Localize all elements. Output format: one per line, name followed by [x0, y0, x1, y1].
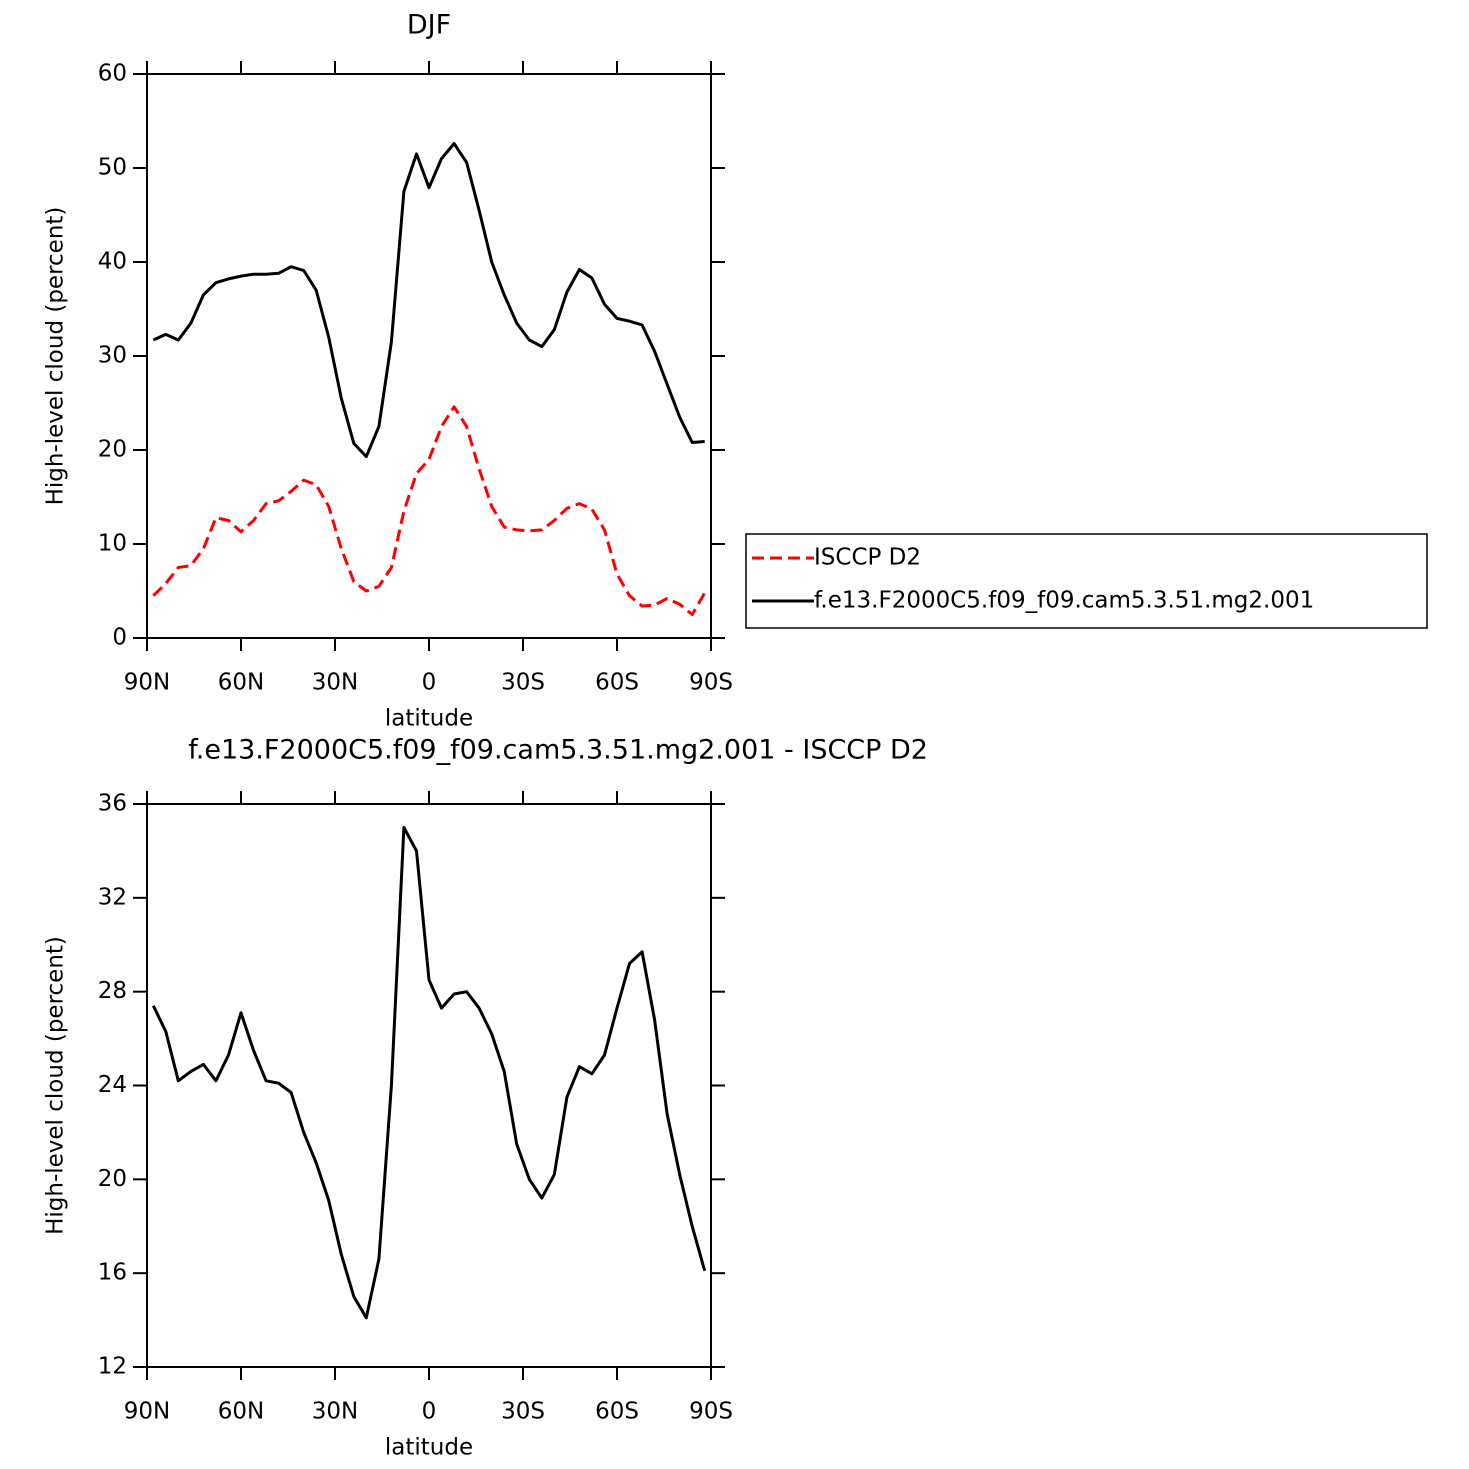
x-axis-label: latitude	[385, 1435, 473, 1461]
x-tick-label: 30N	[312, 1399, 358, 1425]
x-tick-label: 90S	[689, 670, 733, 696]
panel: f.e13.F2000C5.f09_f09.cam5.3.51.mg2.001 …	[43, 735, 929, 1461]
y-axis-label: High-level cloud (percent)	[43, 207, 69, 506]
x-tick-label: 60N	[218, 1399, 264, 1425]
y-tick-label: 16	[98, 1260, 127, 1286]
x-tick-label: 30S	[501, 670, 545, 696]
legend-label: f.e13.F2000C5.f09_f09.cam5.3.51.mg2.001	[814, 588, 1314, 614]
x-tick-label: 30S	[501, 1399, 545, 1425]
x-tick-label: 90N	[124, 670, 170, 696]
x-tick-label: 60S	[595, 1399, 639, 1425]
y-tick-label: 60	[98, 61, 127, 87]
y-axis-label: High-level cloud (percent)	[43, 936, 69, 1235]
y-tick-label: 30	[98, 343, 127, 369]
y-tick-label: 50	[98, 155, 127, 181]
legend-box	[745, 533, 1428, 629]
y-tick-label: 40	[98, 249, 127, 275]
x-tick-label: 60N	[218, 670, 264, 696]
x-tick-label: 30N	[312, 670, 358, 696]
chart-title: f.e13.F2000C5.f09_f09.cam5.3.51.mg2.001 …	[188, 735, 928, 766]
x-tick-label: 90S	[689, 1399, 733, 1425]
y-tick-label: 24	[98, 1072, 127, 1098]
y-tick-label: 32	[98, 884, 127, 910]
y-tick-label: 36	[98, 791, 127, 817]
x-tick-label: 0	[422, 1399, 437, 1425]
x-tick-label: 90N	[124, 1399, 170, 1425]
plot-frame	[146, 803, 712, 1368]
data-line	[151, 826, 707, 1320]
legend-label: ISCCP D2	[814, 545, 921, 571]
y-tick-label: 12	[98, 1354, 127, 1380]
x-tick-label: 0	[422, 670, 437, 696]
panel: DJF 0 10 20 30 40 50 60 90N 60N 30N 0 30S 60S 90S latit…	[43, 10, 1428, 732]
x-tick-label: 60S	[595, 670, 639, 696]
x-axis-label: latitude	[385, 706, 473, 732]
data-line	[152, 405, 706, 616]
plot-frame	[146, 73, 712, 639]
y-tick-label: 20	[98, 437, 127, 463]
y-tick-label: 20	[98, 1166, 127, 1192]
data-line	[152, 142, 705, 459]
chart-title: DJF	[407, 10, 451, 41]
y-tick-label: 0	[112, 625, 127, 651]
y-tick-label: 28	[98, 978, 127, 1004]
y-tick-label: 10	[98, 531, 127, 557]
